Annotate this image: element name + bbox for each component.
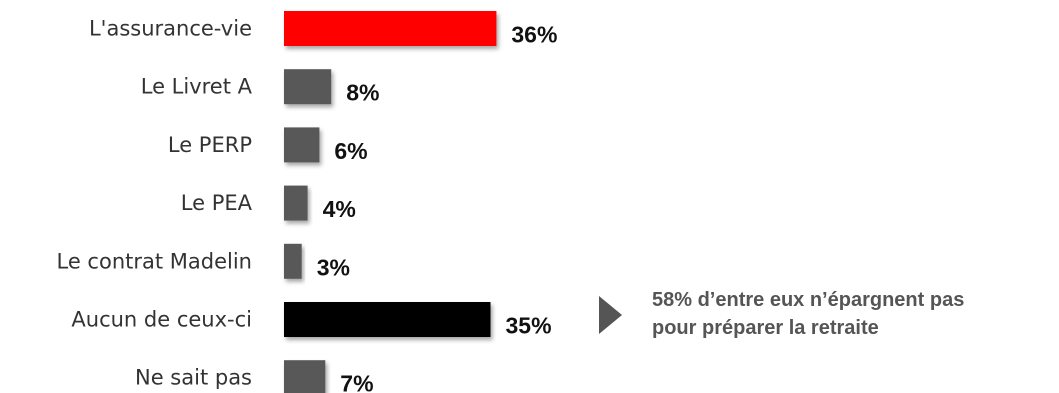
bar bbox=[284, 302, 491, 337]
category-label: Ne sait pas bbox=[135, 366, 252, 390]
value-label: 8% bbox=[346, 80, 379, 106]
bar bbox=[284, 185, 308, 221]
annotation-text: 58% d’entre eux n’épargnent pas pour pré… bbox=[652, 286, 1052, 342]
category-label: Aucun de ceux-ci bbox=[71, 308, 252, 332]
category-label: L'assurance-vie bbox=[89, 17, 252, 41]
category-label: Le contrat Madelin bbox=[57, 249, 253, 273]
bar bbox=[284, 69, 332, 105]
triangle-right-icon bbox=[599, 296, 622, 334]
annotation-line-1: 58% d’entre eux n’épargnent pas bbox=[652, 289, 965, 311]
bars-group: L'assurance-vie 36% Le Livret A 8% Le PERP 6%… bbox=[57, 11, 557, 393]
category-label: Le PERP bbox=[168, 133, 252, 157]
value-label: 36% bbox=[511, 22, 557, 48]
annotation-line-2: pour préparer la retraite bbox=[652, 317, 879, 339]
value-label: 35% bbox=[506, 313, 552, 339]
value-label: 4% bbox=[323, 196, 356, 222]
value-label: 6% bbox=[334, 138, 367, 164]
bar bbox=[284, 127, 320, 163]
category-label: Le Livret A bbox=[141, 75, 253, 99]
category-label: Le PEA bbox=[181, 191, 253, 215]
value-label: 7% bbox=[340, 371, 373, 393]
bar bbox=[284, 360, 326, 393]
value-label: 3% bbox=[317, 254, 350, 280]
bar bbox=[284, 243, 302, 279]
bar bbox=[284, 11, 497, 46]
